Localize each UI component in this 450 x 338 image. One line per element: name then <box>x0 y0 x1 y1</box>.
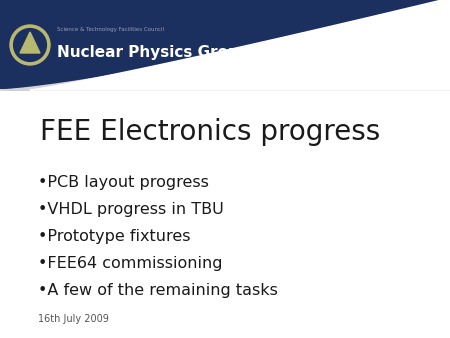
Text: •A few of the remaining tasks: •A few of the remaining tasks <box>38 283 278 298</box>
Polygon shape <box>0 10 450 90</box>
Polygon shape <box>0 0 450 90</box>
Text: •VHDL progress in TBU: •VHDL progress in TBU <box>38 202 224 217</box>
Text: •PCB layout progress: •PCB layout progress <box>38 175 209 190</box>
Circle shape <box>14 29 46 62</box>
Polygon shape <box>20 32 40 53</box>
Text: Nuclear Physics Group: Nuclear Physics Group <box>57 45 250 59</box>
Text: •FEE64 commissioning: •FEE64 commissioning <box>38 256 222 271</box>
Bar <box>0 0 450 90</box>
Text: 16th July 2009: 16th July 2009 <box>38 314 109 324</box>
Text: FEE Electronics progress: FEE Electronics progress <box>40 118 380 146</box>
Text: Science & Technology Facilities Council: Science & Technology Facilities Council <box>57 27 164 32</box>
Text: •Prototype fixtures: •Prototype fixtures <box>38 229 190 244</box>
Polygon shape <box>30 0 450 90</box>
Circle shape <box>10 25 50 65</box>
